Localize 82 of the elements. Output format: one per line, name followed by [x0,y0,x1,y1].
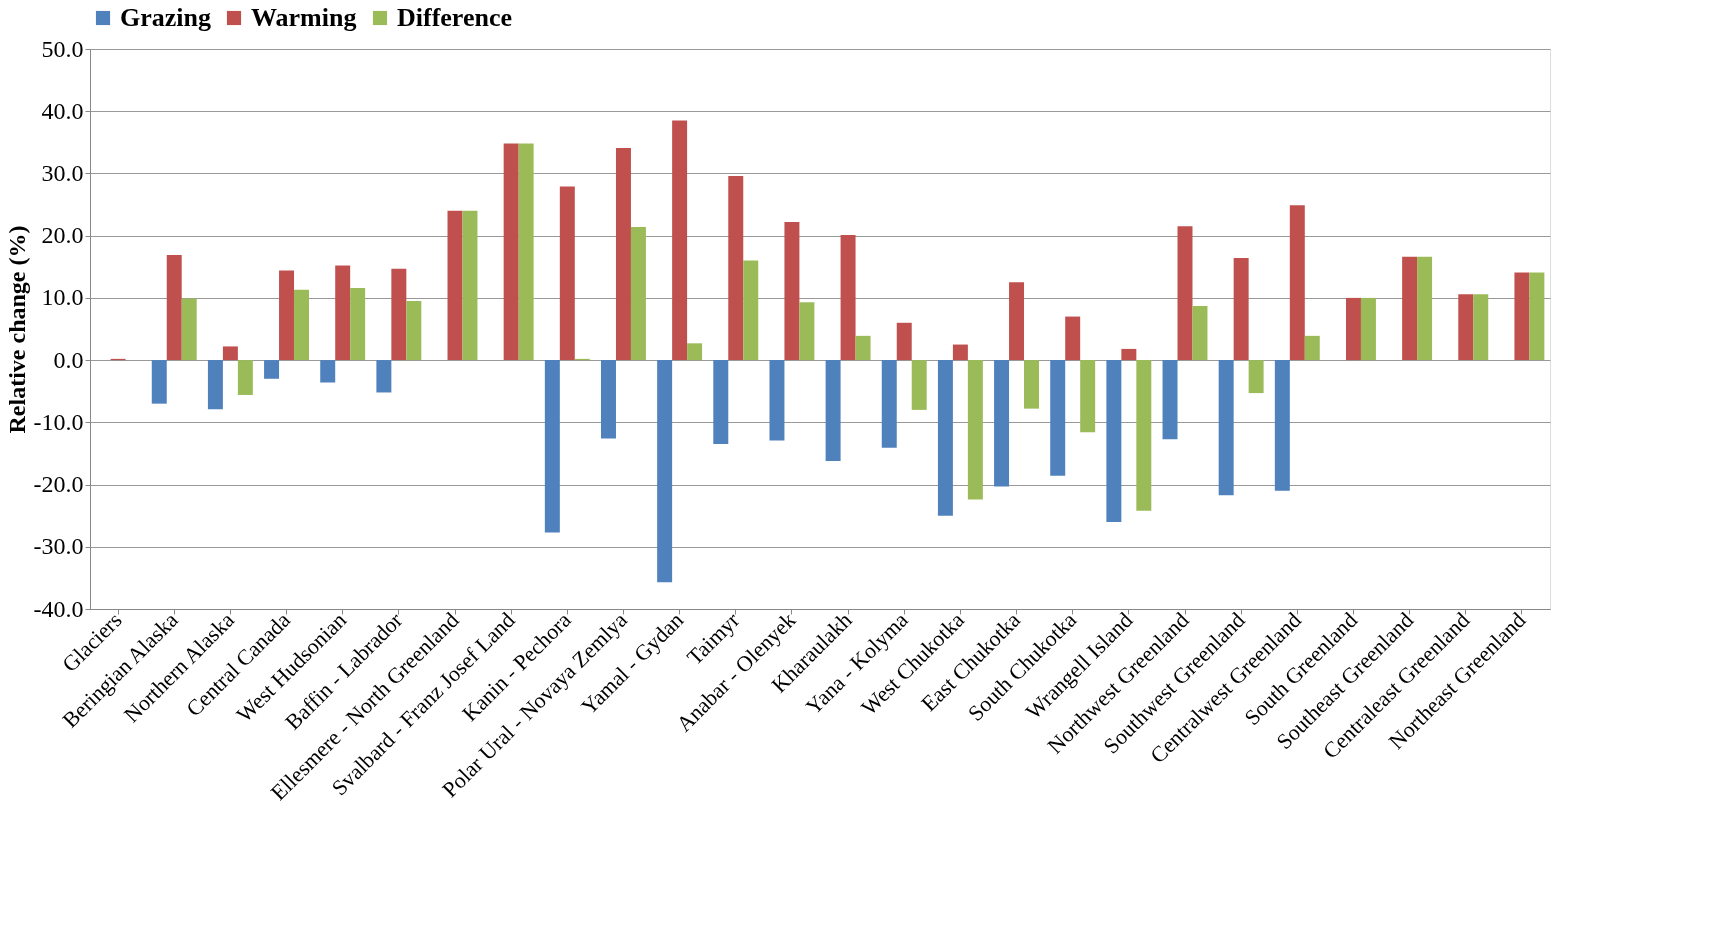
y-tick-label: 40.0 [41,97,84,124]
y-axis-title: Relative change (%) [3,225,30,434]
bar [1274,360,1290,491]
bar [264,360,280,379]
bar [391,268,407,361]
legend-label: Difference [397,3,513,32]
bar [1304,335,1320,361]
bar [447,210,463,361]
bar [320,360,336,383]
bar [769,360,785,441]
bar [952,344,968,361]
bar [1177,226,1193,361]
bar [181,298,197,361]
bar [1024,360,1039,409]
bar [1162,360,1178,440]
bar [784,221,800,361]
y-tick-label: 30.0 [41,159,84,186]
bar [350,287,366,361]
bar [559,186,575,361]
legend-label: Grazing [120,3,211,32]
bar [1529,272,1545,361]
bar [994,360,1010,487]
bar [1473,294,1489,361]
bar [503,143,519,361]
bar [825,360,841,461]
bar [237,360,253,395]
bar [799,302,815,361]
bar [687,343,703,361]
bar [376,360,392,393]
y-tick-label: -20.0 [33,471,84,498]
bar [1009,282,1025,361]
bar [335,265,351,361]
bar [1136,360,1152,511]
y-tick-label: 0.0 [53,346,84,373]
bar [1233,258,1249,361]
bar [713,360,729,445]
bar [937,360,953,516]
y-tick-label: -40.0 [33,595,84,622]
bar [544,360,560,533]
bar [279,270,295,361]
y-tick-label: -30.0 [33,533,84,560]
bar [657,360,673,583]
bar [855,335,871,361]
bar [222,346,238,361]
bar [1050,360,1066,476]
bar [672,120,688,361]
bar [615,147,631,361]
bar [630,226,646,361]
y-tick-label: -10.0 [33,408,84,435]
bar [743,260,759,361]
bar [896,322,912,361]
bar [881,360,897,448]
bar [1345,297,1361,361]
bar [1065,316,1081,361]
bar [207,360,223,410]
bar [518,143,534,361]
bar [1514,272,1530,361]
bar [1121,348,1137,361]
bar [1080,360,1096,433]
y-tick-label: 50.0 [41,35,84,62]
y-tick-label: 20.0 [41,222,84,249]
bar [728,175,744,361]
bar [967,360,983,500]
bar [840,235,856,361]
bar [1417,256,1433,361]
bar [911,360,927,410]
bar [406,301,422,361]
legend-label: Warming [251,3,357,32]
bar [462,210,478,361]
bar [601,360,616,439]
bar [166,254,182,361]
bar [294,289,309,361]
y-tick-label: 10.0 [41,284,84,311]
bar [1218,360,1234,496]
bar [1106,360,1122,522]
bar [1289,205,1305,361]
bar [1192,305,1208,361]
bar [1248,360,1264,394]
bar [151,360,167,404]
bar [1360,297,1376,361]
bar [1402,256,1418,361]
bar [1458,294,1474,361]
